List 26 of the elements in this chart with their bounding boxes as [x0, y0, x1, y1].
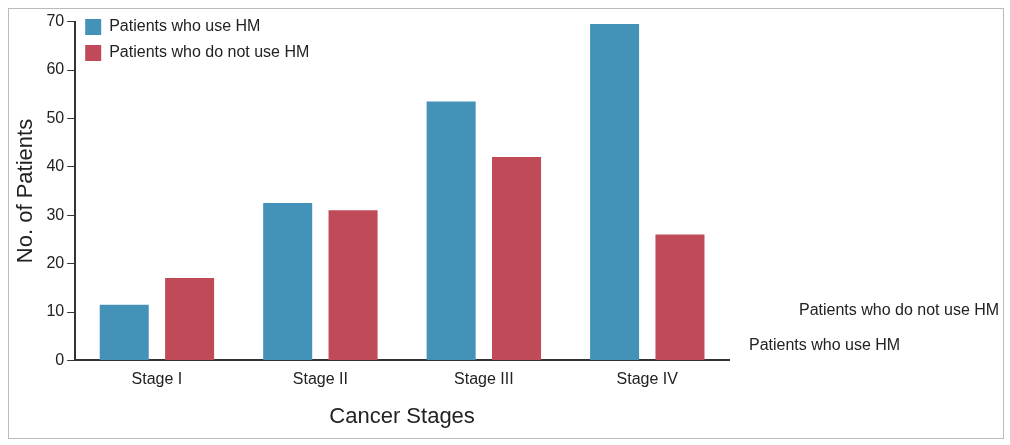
y-tick-label: 30 — [46, 205, 65, 223]
y-tick-label: 10 — [46, 302, 65, 320]
bar — [655, 234, 705, 360]
x-tick-label: Stage IV — [616, 370, 679, 388]
y-tick-label: 40 — [46, 157, 65, 175]
legend-label: Patients who use HM — [109, 17, 261, 35]
y-tick-label: 60 — [46, 60, 65, 78]
legend-label: Patients who do not use HM — [109, 43, 310, 61]
y-tick-label: 70 — [46, 12, 65, 30]
y-tick-label: 0 — [55, 350, 65, 368]
bar — [263, 203, 313, 360]
y-axis-title: No. of Patients — [12, 118, 38, 264]
bar — [426, 101, 476, 360]
bar — [165, 278, 215, 360]
y-tick-label: 50 — [46, 108, 65, 126]
bar — [328, 210, 378, 360]
y-tick-label: 20 — [46, 254, 65, 272]
bar — [99, 304, 149, 360]
text: Patients who use HM — [749, 335, 901, 353]
x-tick-label: Stage I — [131, 370, 183, 388]
text: Patients who do not use HM — [799, 300, 1000, 318]
x-axis-title: Cancer Stages — [329, 402, 475, 428]
x-tick-label: Stage III — [454, 370, 514, 388]
x-tick-label: Stage II — [292, 370, 348, 388]
bar — [492, 157, 542, 360]
bar — [590, 24, 640, 360]
